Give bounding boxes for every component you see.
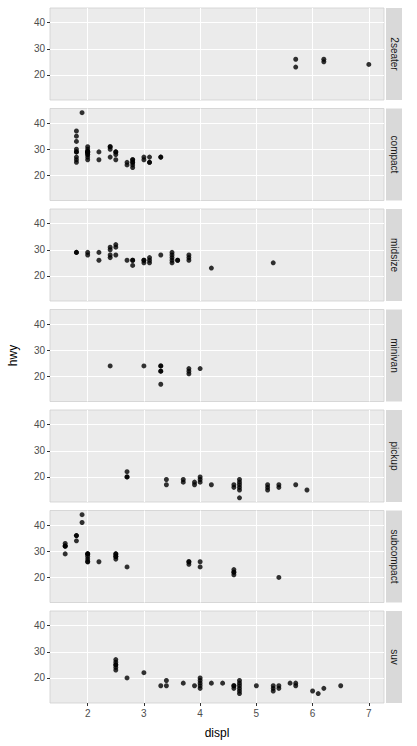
svg-text:minivan: minivan (389, 338, 400, 372)
svg-text:compact: compact (389, 136, 400, 174)
svg-text:20: 20 (34, 672, 46, 683)
svg-text:hwy: hwy (6, 345, 20, 366)
svg-text:40: 40 (34, 520, 46, 531)
svg-text:30: 30 (34, 345, 46, 356)
svg-text:suv: suv (389, 649, 400, 665)
svg-text:30: 30 (34, 244, 46, 255)
svg-text:20: 20 (34, 270, 46, 281)
svg-text:20: 20 (34, 170, 46, 181)
svg-text:40: 40 (34, 218, 46, 229)
svg-text:3: 3 (141, 708, 147, 719)
svg-text:6: 6 (310, 708, 316, 719)
svg-text:midsize: midsize (389, 238, 400, 272)
svg-text:7: 7 (366, 708, 372, 719)
svg-text:subcompact: subcompact (389, 530, 400, 584)
svg-text:40: 40 (34, 118, 46, 129)
svg-text:30: 30 (34, 43, 46, 54)
svg-text:pickup: pickup (389, 442, 400, 471)
svg-text:30: 30 (34, 445, 46, 456)
svg-text:40: 40 (34, 419, 46, 430)
svg-text:40: 40 (34, 620, 46, 631)
svg-text:4: 4 (197, 708, 203, 719)
svg-text:2seater: 2seater (389, 37, 400, 71)
svg-text:30: 30 (34, 144, 46, 155)
svg-text:40: 40 (34, 319, 46, 330)
svg-text:40: 40 (34, 17, 46, 28)
svg-text:5: 5 (254, 708, 260, 719)
svg-text:20: 20 (34, 69, 46, 80)
svg-text:30: 30 (34, 546, 46, 557)
svg-text:20: 20 (34, 471, 46, 482)
svg-text:30: 30 (34, 646, 46, 657)
svg-text:displ: displ (205, 726, 230, 740)
svg-text:2: 2 (85, 708, 91, 719)
svg-text:20: 20 (34, 371, 46, 382)
svg-text:20: 20 (34, 572, 46, 583)
